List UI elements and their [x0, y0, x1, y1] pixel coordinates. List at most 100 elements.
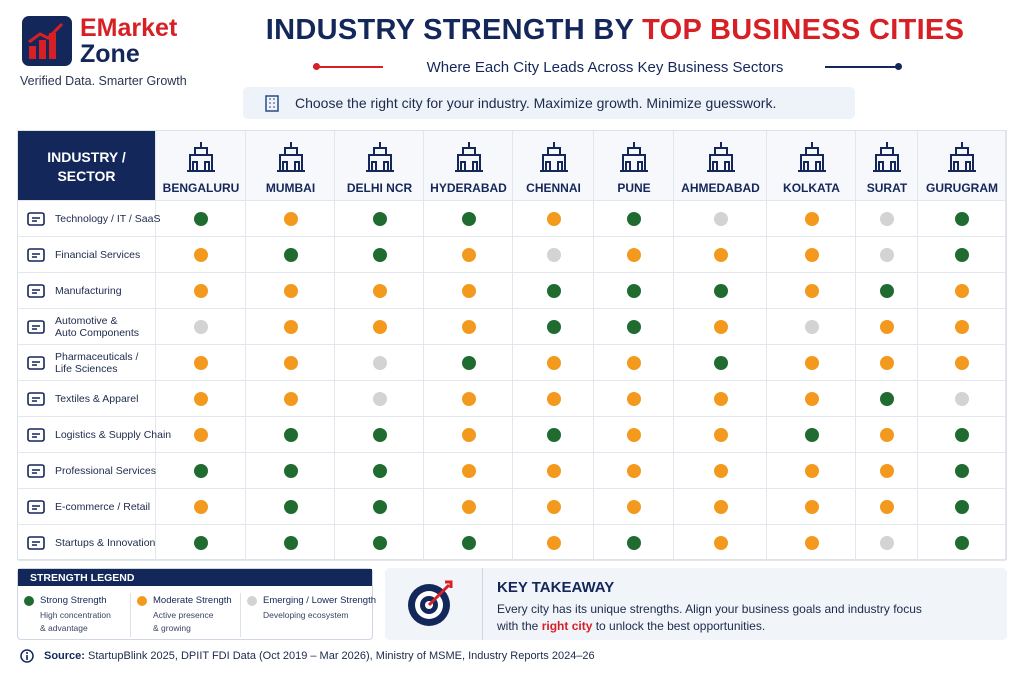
strength-dot [546, 248, 561, 262]
strength-cell [674, 273, 767, 309]
sector-glyph [27, 428, 45, 442]
sector-glyph [27, 464, 45, 478]
strength-cell [424, 237, 513, 273]
strength-dot [627, 428, 641, 442]
strength-dot [546, 428, 561, 442]
strength-dot [713, 320, 728, 334]
strength-cell [918, 417, 1006, 453]
sector-line: Auto Components [55, 327, 140, 339]
city-icon [948, 142, 976, 172]
city-header: DELHI NCR [335, 131, 424, 201]
source-label: Source: [44, 650, 85, 662]
city-name: BENGALURU [162, 181, 240, 195]
strength-dot [546, 356, 561, 370]
sector-name: Technology / IT / SaaS [55, 213, 160, 225]
city-header: HYDERABAD [424, 131, 513, 201]
strength-dot [627, 536, 641, 550]
strength-dot [194, 212, 208, 226]
sector-icon [26, 462, 46, 485]
strength-dot [461, 536, 476, 550]
strength-cell [856, 201, 918, 237]
sector-line: Life Sciences [55, 363, 118, 375]
title-part: INDUSTRY STRENGTH BY [265, 14, 634, 46]
strength-cell [856, 489, 918, 525]
strength-cell [674, 417, 767, 453]
strength-cell [767, 237, 856, 273]
strength-cell [918, 345, 1006, 381]
city-icon [797, 142, 826, 172]
sector-icon [26, 318, 46, 341]
source: Source: StartupBlink 2025, DPIIT FDI Dat… [44, 650, 595, 662]
sector-cell: Technology / IT / SaaS [18, 201, 160, 237]
strength-cell [246, 381, 335, 417]
separator [482, 568, 483, 640]
takeaway-body: to unlock the best opportunities. [595, 619, 766, 633]
strength-cell [856, 237, 918, 273]
strength-cell [918, 309, 1006, 345]
sector-glyph [27, 392, 45, 406]
strength-cell [674, 345, 767, 381]
strength-dot [880, 392, 894, 406]
strength-cell [594, 309, 674, 345]
subtitle: Where Each City Leads Across Key Busines… [426, 59, 784, 76]
strength-cell [674, 309, 767, 345]
strength-dot [804, 464, 819, 478]
strength-cell [156, 345, 246, 381]
city-icon-wrap [181, 139, 221, 178]
strength-dot [461, 284, 476, 298]
strength-cell [594, 273, 674, 309]
sector-name: Textiles & Apparel [55, 393, 138, 405]
strength-cell [918, 453, 1006, 489]
legend: STRENGTH LEGEND Strong Strength High conc… [17, 568, 376, 640]
city-icon [187, 142, 215, 172]
sector-name: Automotive & Auto Components [55, 315, 139, 339]
strength-dot [713, 464, 728, 478]
strength-dot [461, 356, 476, 370]
strength-cell [918, 237, 1006, 273]
strength-dot [955, 428, 969, 442]
strength-cell [424, 345, 513, 381]
banner-icon [265, 95, 279, 112]
strength-dot [627, 212, 641, 226]
strength-cell [424, 489, 513, 525]
strength-cell [856, 381, 918, 417]
sector-icon [26, 534, 46, 557]
strength-dot [283, 212, 298, 226]
strength-dot [194, 284, 208, 298]
sector-glyph [27, 212, 45, 226]
strength-cell [156, 273, 246, 309]
sector-name: Pharmaceuticals / Life Sciences [55, 351, 138, 375]
strength-cell [156, 309, 246, 345]
strength-dot [461, 464, 476, 478]
strength-cell [335, 237, 424, 273]
sector-glyph [27, 500, 45, 514]
sector-icon [26, 498, 46, 521]
strength-dot [627, 248, 641, 262]
strength-dot [372, 428, 387, 442]
city-name: KOLKATA [783, 181, 840, 195]
strength-cell [513, 309, 594, 345]
divider-dot [895, 63, 902, 70]
strength-dot [194, 428, 208, 442]
strength-cell [856, 309, 918, 345]
sector-line: E-commerce / Retail [55, 501, 151, 513]
strength-dot [880, 212, 894, 226]
strength-dot [546, 212, 561, 226]
city-icon-wrap [792, 139, 832, 178]
sector-glyph [27, 356, 45, 370]
legend-swatch [247, 596, 257, 606]
strength-dot [546, 284, 561, 298]
strength-dot [194, 464, 208, 478]
strength-dot [194, 500, 208, 514]
strength-cell [335, 345, 424, 381]
sector-glyph [27, 248, 45, 262]
city-icon-wrap [867, 139, 907, 178]
strength-cell [594, 201, 674, 237]
strength-cell [513, 273, 594, 309]
strength-cell [335, 489, 424, 525]
city-icon [276, 142, 305, 172]
sector-line: Startups & Innovation [55, 537, 156, 549]
city-icon [706, 142, 735, 172]
sector-cell: Startups & Innovation [18, 525, 156, 561]
strength-cell [246, 201, 335, 237]
